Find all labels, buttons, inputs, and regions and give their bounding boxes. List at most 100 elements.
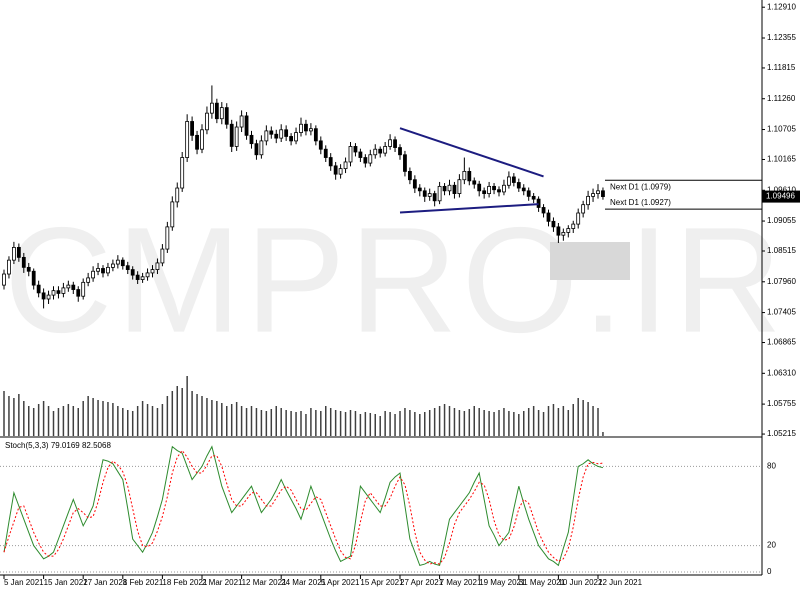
candle-body — [254, 143, 259, 156]
candle-body — [274, 133, 279, 139]
candle-body — [66, 284, 71, 289]
candle-body — [427, 193, 432, 197]
x-tick-label: 27 Jan 2021 — [83, 578, 128, 587]
candle-body — [26, 266, 31, 272]
level-label: Next D1 (1.0979) — [610, 182, 671, 191]
candle-body — [368, 154, 373, 164]
x-tick-label: 24 Mar 2021 — [281, 578, 326, 587]
candle-body — [239, 115, 244, 128]
candle-body — [571, 223, 576, 229]
candle-body — [170, 201, 175, 228]
candle-body — [7, 259, 11, 275]
trendline — [399, 203, 539, 214]
candle-body — [16, 246, 21, 258]
candle-body — [407, 171, 412, 181]
candle-body — [506, 176, 511, 186]
candle-body — [304, 123, 308, 132]
candle-body — [318, 140, 323, 150]
y-tick-label: 1.10165 — [767, 155, 796, 164]
y-tick-label: 1.06865 — [767, 338, 796, 347]
y-tick-label: 1.07960 — [767, 277, 796, 286]
candle-body — [358, 151, 363, 158]
watermark: CMPRO.IR — [4, 196, 786, 364]
candle-body — [487, 185, 492, 194]
candle-body — [299, 123, 303, 133]
candle-body — [71, 284, 76, 290]
candle-body — [383, 146, 388, 154]
candle-body — [398, 147, 402, 156]
candle-body — [244, 115, 249, 136]
y-tick-label: 1.12910 — [767, 2, 796, 11]
candle-body — [556, 226, 561, 236]
candle-body — [581, 204, 586, 214]
candle-body — [264, 130, 269, 142]
candle-body — [477, 183, 482, 192]
candle-body — [111, 263, 115, 268]
candle-body — [516, 182, 521, 189]
candle-body — [219, 107, 224, 120]
candle-body — [482, 190, 487, 194]
candle-body — [412, 179, 417, 189]
y-tick-label: 1.09055 — [767, 216, 796, 225]
candle-body — [115, 259, 120, 265]
candle-body — [155, 262, 160, 270]
candle-body — [269, 130, 274, 135]
candle-body — [328, 157, 333, 167]
candle-body — [338, 168, 343, 175]
candle-body — [21, 256, 26, 268]
candle-body — [442, 185, 447, 192]
current-price-label: 1.09496 — [766, 192, 795, 201]
x-tick-label: 15 Apr 2021 — [360, 578, 404, 587]
candle-body — [551, 220, 556, 228]
candle-body — [160, 248, 165, 264]
candle-body — [353, 146, 358, 153]
x-tick-label: 31 May 2021 — [519, 578, 566, 587]
candle-body — [566, 228, 571, 233]
candle-body — [120, 259, 125, 267]
x-tick-label: 5 Jan 2021 — [4, 578, 44, 587]
candle-body — [546, 212, 551, 222]
candle-body — [343, 161, 348, 170]
x-tick-label: 7 May 2021 — [440, 578, 482, 587]
candle-body — [363, 157, 368, 164]
candle-body — [457, 179, 462, 194]
y-tick-label: 1.12355 — [767, 33, 796, 42]
x-tick-label: 10 Jun 2021 — [558, 578, 603, 587]
candle-body — [422, 190, 427, 197]
trendline — [399, 127, 544, 178]
candle-body — [462, 171, 467, 181]
candle-body — [576, 212, 581, 225]
stoch-tick-label: 80 — [767, 462, 776, 471]
candle-body — [81, 281, 86, 297]
candle-body — [521, 187, 526, 192]
stoch-d-last: 82.5068 — [82, 441, 111, 450]
candle-body — [452, 184, 457, 194]
candle-body — [185, 121, 190, 158]
candle-body — [467, 171, 472, 182]
candle-body — [46, 294, 51, 300]
candle-body — [596, 190, 600, 194]
candle-body — [378, 148, 383, 154]
candle-body — [41, 292, 46, 300]
candle-body — [289, 136, 294, 142]
candle-body — [56, 290, 61, 294]
candle-body — [106, 266, 110, 274]
candle-body — [2, 273, 6, 286]
stoch-line — [3, 449, 604, 565]
candle-body — [205, 112, 209, 131]
candle-body — [61, 287, 66, 294]
candle-body — [36, 284, 41, 294]
stoch-name: Stoch(5,3,3) 79.0169 82.5068 — [5, 441, 111, 450]
candle-body — [76, 289, 81, 297]
x-tick-label: 19 May 2021 — [479, 578, 526, 587]
candle-body — [229, 123, 234, 147]
candle-body — [91, 270, 95, 279]
candle-body — [284, 129, 289, 137]
candle-body — [165, 226, 170, 250]
x-tick-label: 12 Mar 2021 — [242, 578, 287, 587]
candle-body — [526, 190, 531, 197]
x-tick-label: 15 Jan 2021 — [44, 578, 89, 587]
y-tick-label: 1.11815 — [767, 63, 796, 72]
